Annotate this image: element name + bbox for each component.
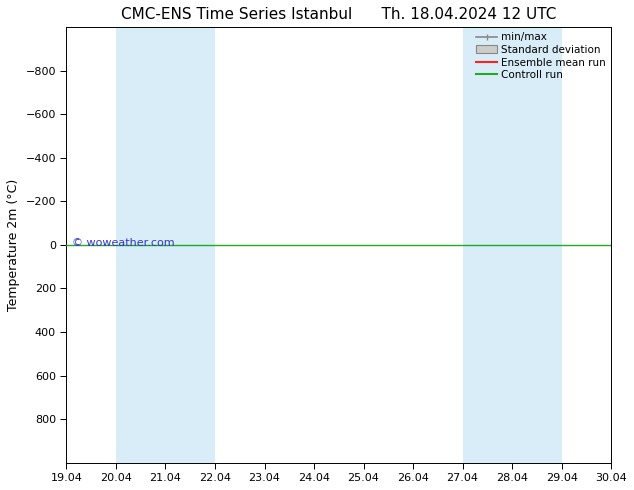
Y-axis label: Temperature 2m (°C): Temperature 2m (°C) bbox=[7, 179, 20, 311]
Legend: min/max, Standard deviation, Ensemble mean run, Controll run: min/max, Standard deviation, Ensemble me… bbox=[473, 29, 609, 83]
Text: © woweather.com: © woweather.com bbox=[72, 238, 174, 248]
Bar bbox=[611, 27, 634, 463]
Bar bbox=[116, 27, 215, 463]
Bar bbox=[463, 27, 562, 463]
Title: CMC-ENS Time Series Istanbul      Th. 18.04.2024 12 UTC: CMC-ENS Time Series Istanbul Th. 18.04.2… bbox=[121, 7, 557, 22]
